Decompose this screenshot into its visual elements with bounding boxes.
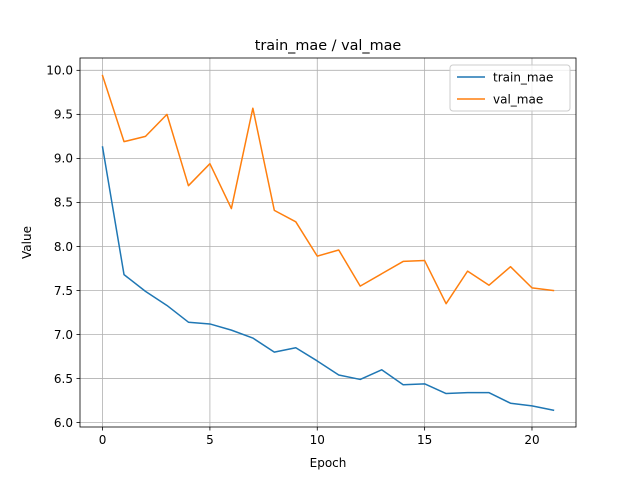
legend: train_mae val_mae [449,64,571,112]
y-tick-label: 6.5 [54,372,73,386]
x-tick-label: 5 [206,433,214,447]
x-axis-label: Epoch [310,456,347,470]
y-tick-label: 6.0 [54,416,73,430]
y-tick-label: 8.5 [54,196,73,210]
x-tick-label: 0 [99,433,107,447]
plot-frame [79,57,577,428]
y-tick-label: 7.5 [54,284,73,298]
grid [80,58,576,427]
x-tick-label: 10 [310,433,325,447]
legend-label: train_mae [493,71,553,85]
x-tick-label: 15 [417,433,432,447]
y-tick-label: 10.0 [46,64,73,78]
y-tick-label: 9.5 [54,108,73,122]
series-line-val-mae [101,74,555,305]
y-tick-label: 7.0 [54,328,73,342]
ticks: 0 5 10 15 20 6.0 6.5 7.0 7.5 8.0 8.5 9.0 9.5 10.0 [46,64,539,447]
series-layer [101,74,555,412]
y-tick-label: 9.0 [54,152,73,166]
y-axis-label: Value [20,226,34,259]
x-tick-label: 20 [524,433,539,447]
y-tick-label: 8.0 [54,240,73,254]
series-line-train-mae [101,146,555,412]
legend-label: val_mae [493,93,543,107]
chart-title: train_mae / val_mae [255,38,402,54]
